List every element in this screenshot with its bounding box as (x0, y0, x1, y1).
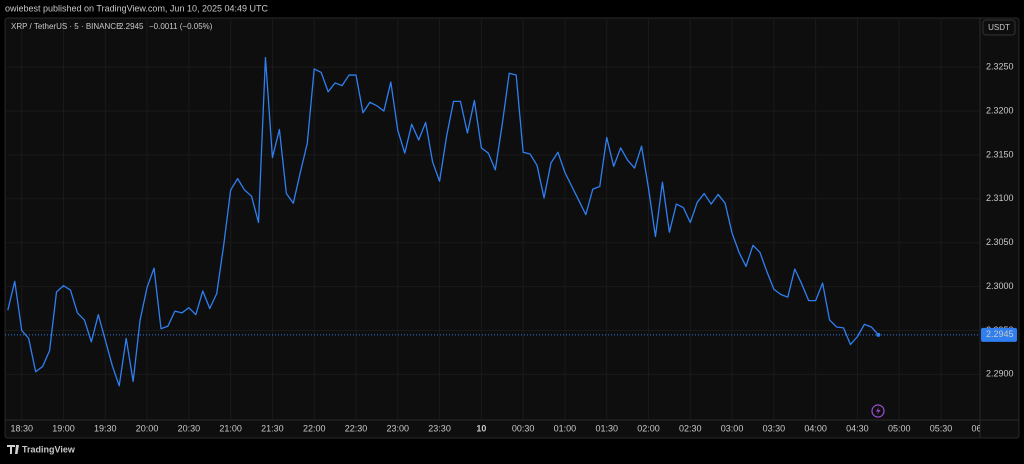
x-tick-label: 05:00 (888, 423, 911, 433)
currency-label[interactable]: USDT (988, 23, 1010, 32)
x-tick-label: 00:30 (512, 423, 535, 433)
y-tick-label: 2.3100 (986, 193, 1014, 203)
price-axis: 2.29002.29502.30002.30502.31002.31502.32… (981, 62, 1017, 379)
grid (5, 18, 980, 420)
header-text: owiebest published on TradingView.com, J… (5, 3, 269, 13)
x-tick-label: 19:30 (94, 423, 117, 433)
brand-name: TradingView (22, 444, 76, 454)
x-tick-label: 18:30 (10, 423, 33, 433)
x-tick-label: 21:30 (261, 423, 284, 433)
price-line (7, 56, 879, 387)
x-tick-label: 03:30 (763, 423, 786, 433)
x-tick-label: 23:30 (428, 423, 451, 433)
x-tick-label: 06:00 (972, 423, 995, 433)
x-tick-label: 02:00 (637, 423, 660, 433)
x-tick-label: 20:00 (136, 423, 159, 433)
x-tick-label: 19:00 (52, 423, 75, 433)
x-tick-label: 03:00 (721, 423, 744, 433)
y-tick-label: 2.2900 (986, 369, 1014, 379)
legend-change: −0.0011 (−0.05%) (149, 22, 213, 31)
event-icon-bolt (876, 407, 881, 415)
x-tick-label: 05:30 (930, 423, 953, 433)
y-tick-label: 2.3250 (986, 62, 1014, 72)
x-tick-label: 22:30 (345, 423, 368, 433)
plot (5, 56, 980, 387)
legend-symbol: XRP / TetherUS · 5 · BINANCE (11, 22, 121, 31)
x-tick-label: 21:00 (219, 423, 242, 433)
x-tick-label: 02:30 (679, 423, 702, 433)
x-tick-label: 01:30 (595, 423, 618, 433)
x-tick-label: 04:00 (804, 423, 827, 433)
last-price-dot (876, 332, 881, 337)
y-tick-label: 2.3150 (986, 149, 1014, 159)
last-price-box (981, 327, 1017, 342)
y-tick-label: 2.3200 (986, 105, 1014, 115)
currency-box[interactable] (982, 19, 1016, 36)
x-tick-label: 23:00 (387, 423, 410, 433)
event-icon[interactable] (871, 404, 885, 418)
x-tick-label: 04:30 (846, 423, 869, 433)
last-price-label: 2.2945 (986, 329, 1014, 339)
brand-logo (7, 445, 19, 454)
time-axis: 18:30 19:00 19:30 20:00 20:30 21:00 21:30 22:00… (10, 423, 995, 433)
chart-panel (4, 17, 1020, 439)
x-tick-label: 20:30 (178, 423, 201, 433)
y-tick-label: 2.3050 (986, 237, 1014, 247)
x-tick-label: 10 (476, 423, 486, 433)
y-tick-label: 2.3000 (986, 281, 1014, 291)
legend-price: 2.2945 (119, 22, 144, 31)
x-tick-label: 22:00 (303, 423, 326, 433)
x-tick-label: 01:00 (554, 423, 577, 433)
